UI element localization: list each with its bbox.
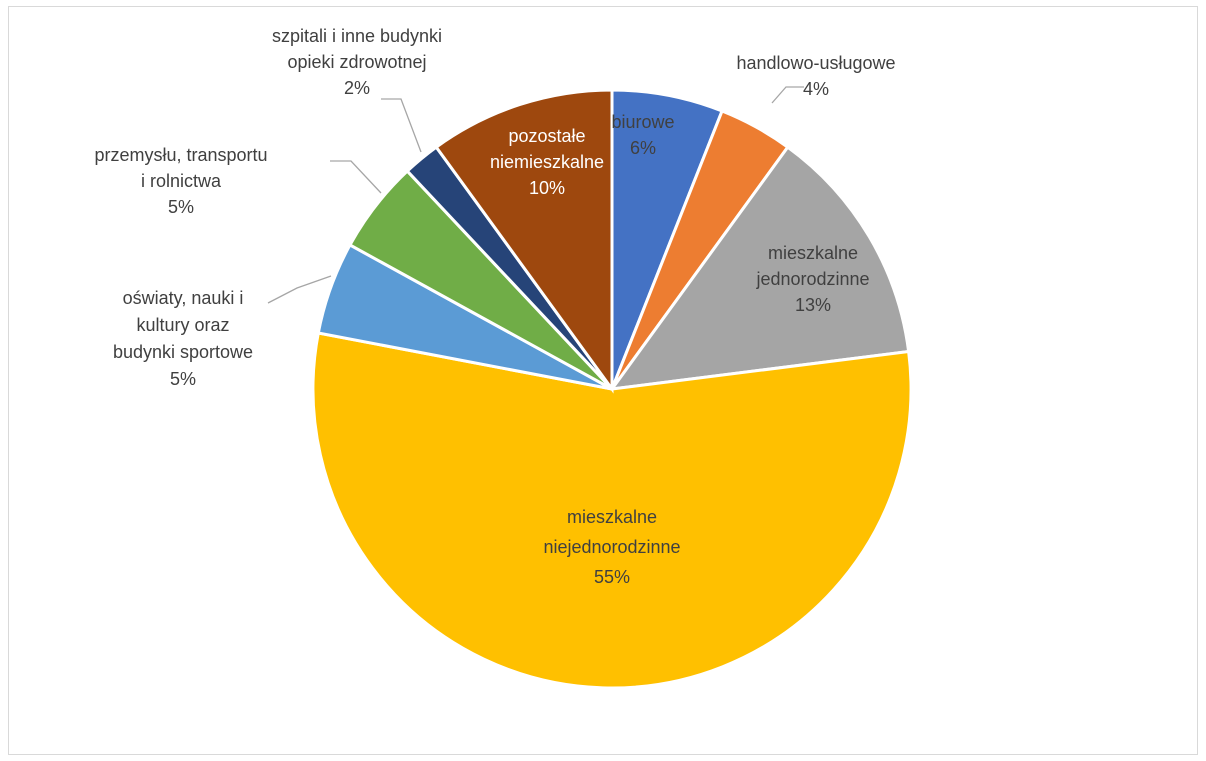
pie-slices xyxy=(311,88,913,690)
slice-label-3: mieszkalne jednorodzinne 13% xyxy=(755,243,869,315)
pie-slice-3 xyxy=(608,145,911,391)
slice-label-5: oświaty, nauki i kultury oraz budynki spor… xyxy=(113,288,253,389)
slice-label-1: biurowe 6% xyxy=(611,112,674,158)
pie-slice-8 xyxy=(434,88,614,394)
slice-label-2: handlowo-usługowe 4% xyxy=(736,53,895,99)
slice-label-8: pozostałe niemieszkalne 10% xyxy=(490,126,604,198)
leader-line-2 xyxy=(771,86,804,104)
leader-lines xyxy=(267,86,804,304)
leader-line-5 xyxy=(267,275,332,304)
leader-line-6 xyxy=(330,160,382,194)
slice-label-6: przemysłu, transportu i rolnictwa 5% xyxy=(94,145,267,217)
leader-line-7 xyxy=(381,98,422,153)
slice-label-4: mieszkalne niejednorodzinne 55% xyxy=(543,507,680,587)
slice-label-7: szpitali i inne budynki opieki zdrowotnej… xyxy=(272,26,442,98)
slice-labels: biurowe 6% handlowo-usługowe 4% mieszkalne je… xyxy=(94,26,895,587)
pie-slice-4 xyxy=(311,331,913,690)
